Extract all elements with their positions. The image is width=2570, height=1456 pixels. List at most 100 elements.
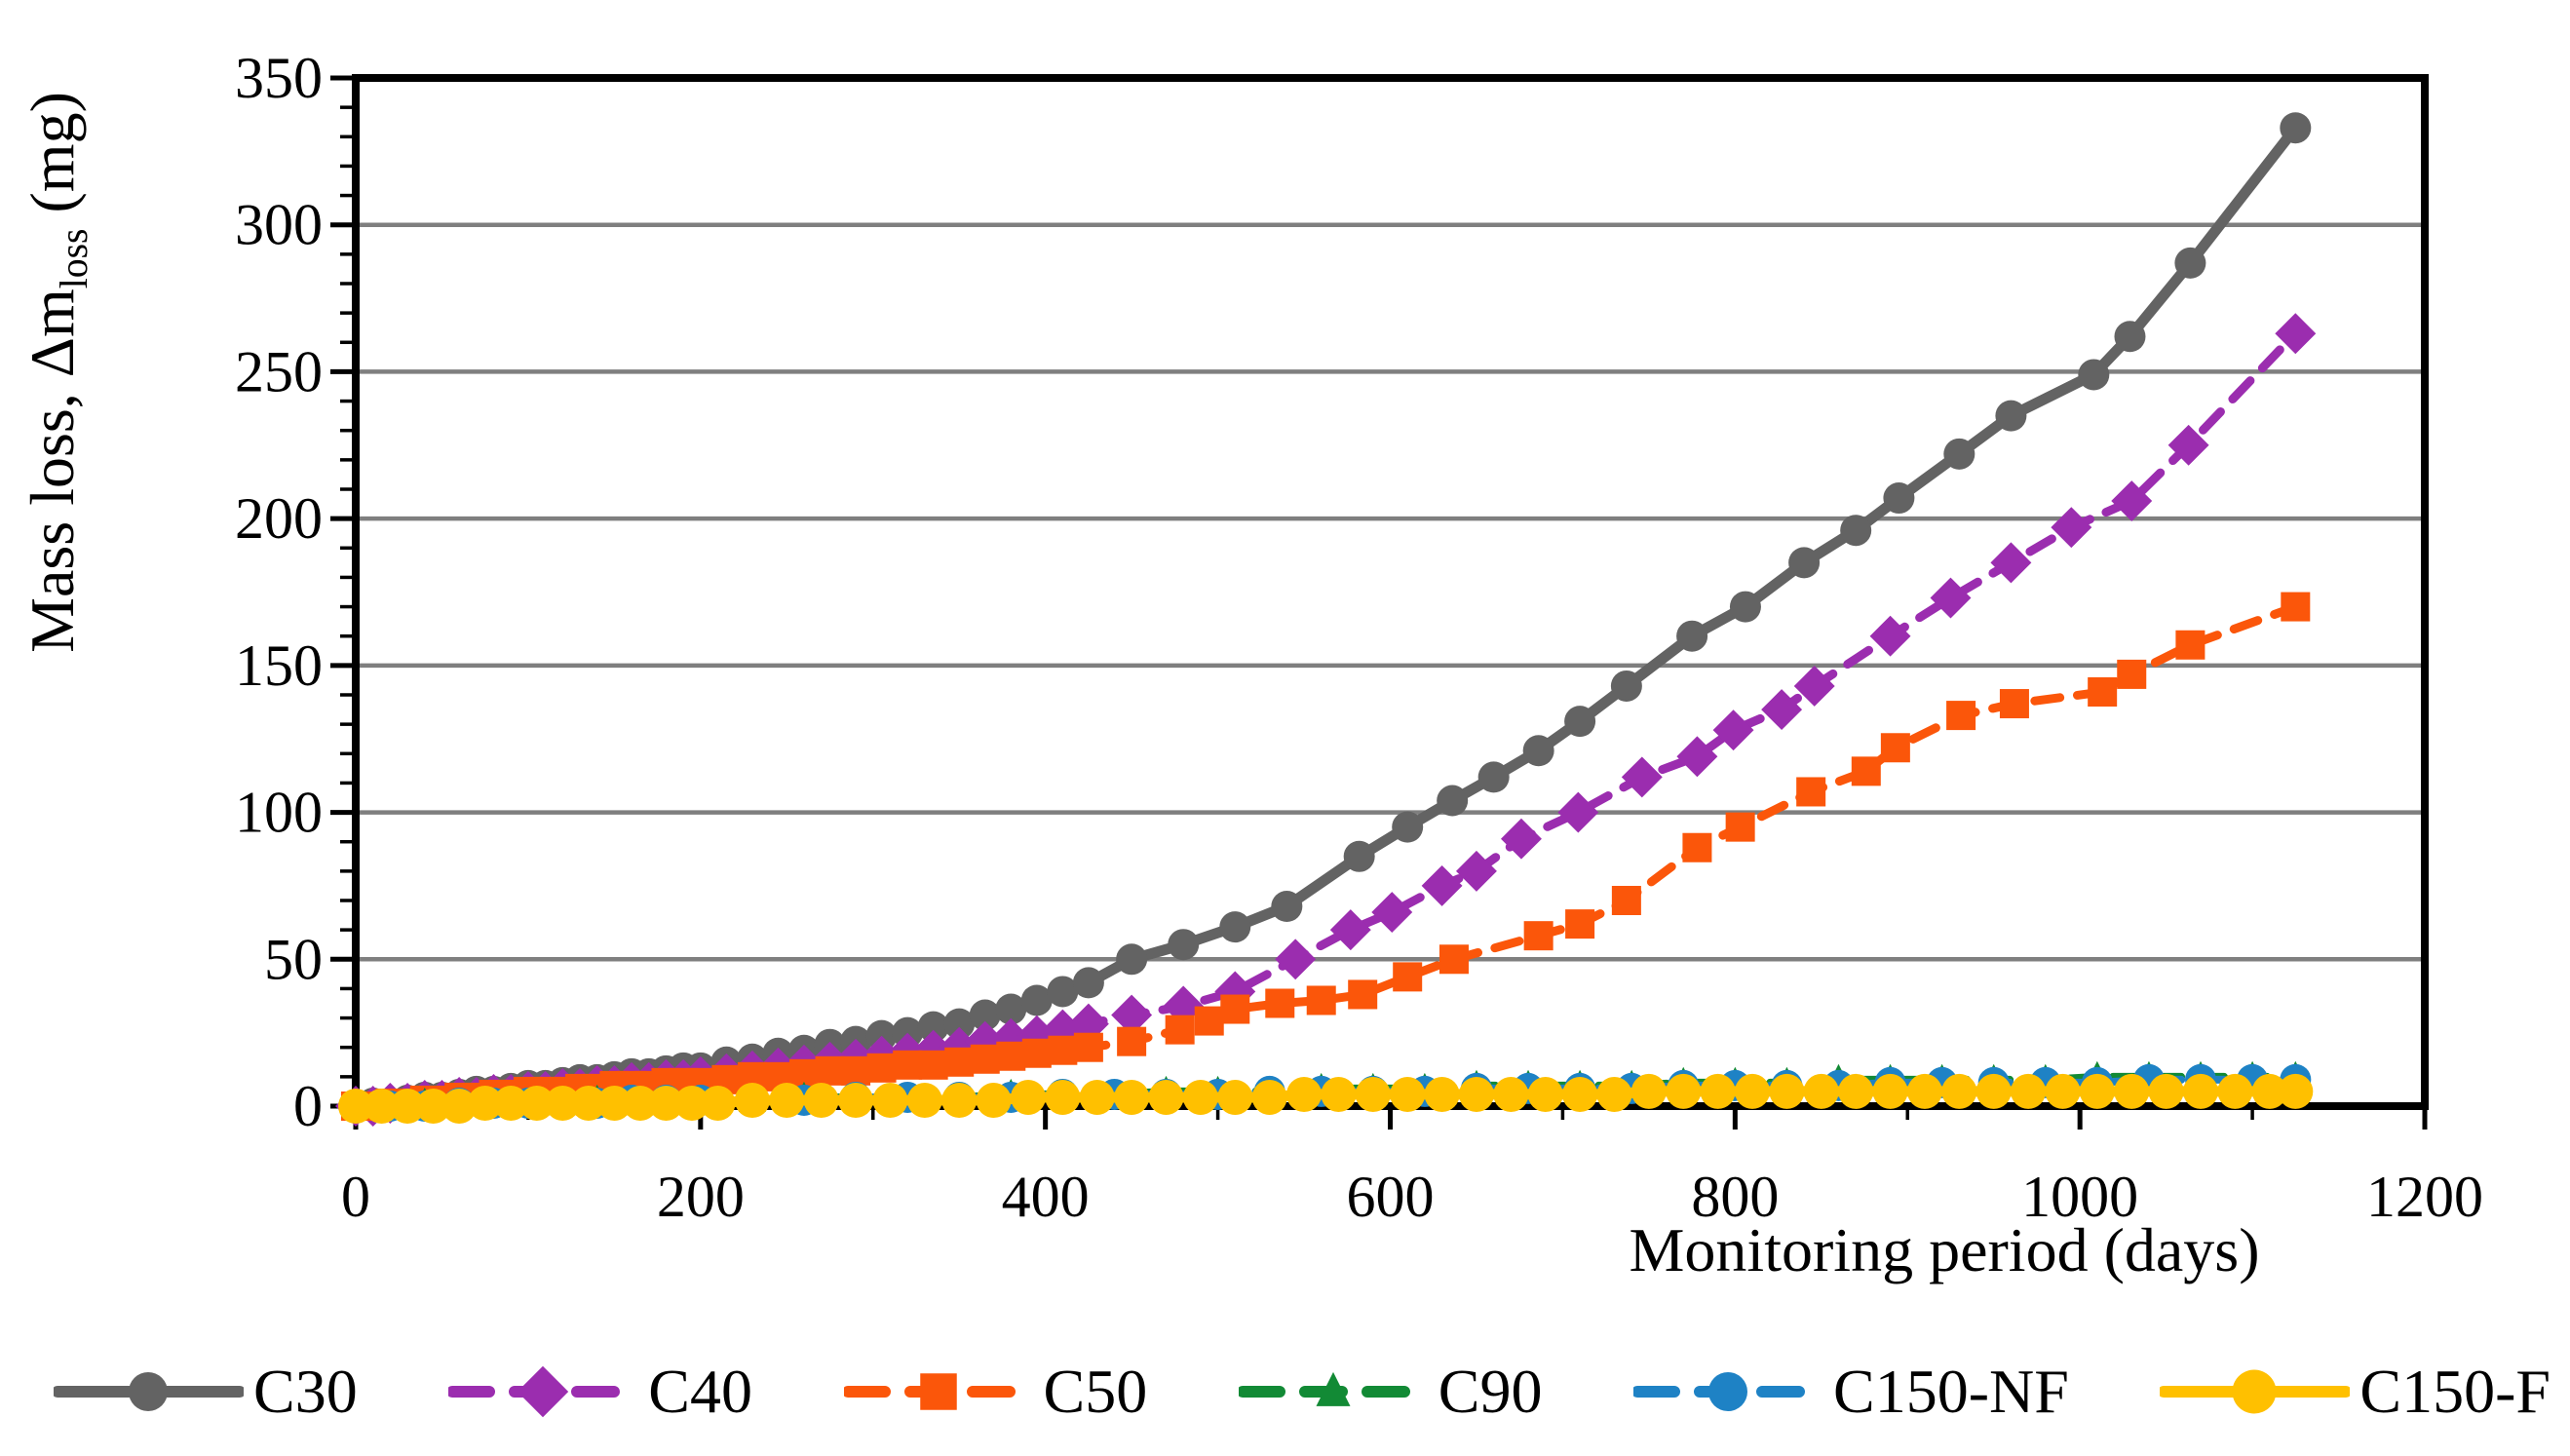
x-tick-label-600: 600 [1347, 1165, 1435, 1229]
x-tick-label-1000: 1000 [2021, 1165, 2138, 1229]
C30-marker-icon [969, 999, 1001, 1031]
C150-F-marker-icon [1838, 1073, 1874, 1109]
C30-marker-icon [1047, 976, 1079, 1008]
C30-marker-icon [1343, 840, 1375, 872]
C150-F-marker-icon [1803, 1073, 1839, 1109]
C40-marker-icon [1761, 689, 1803, 731]
C150-F-marker-icon [1148, 1079, 1184, 1115]
C50-marker-icon [1682, 832, 1712, 862]
x-tick-label-400: 400 [1002, 1165, 1090, 1229]
C150-F-marker-icon [1735, 1073, 1771, 1109]
C40-marker-icon [1793, 665, 1835, 707]
C40-marker-icon [1869, 615, 1911, 657]
C50-marker-icon [1348, 979, 1378, 1010]
C40-marker-icon [1421, 864, 1463, 906]
plot-border [352, 74, 2429, 1110]
C150-F-marker-icon [1045, 1079, 1081, 1115]
series-C30 [340, 112, 2312, 1122]
y-axis-title-text: Mass loss, Δm [18, 288, 88, 653]
C150-F-marker-icon [769, 1082, 805, 1118]
C150-F-marker-icon [648, 1085, 684, 1121]
legend-label-C40: C40 [648, 1357, 752, 1426]
C50-marker-icon [1265, 988, 1295, 1018]
C150-F-marker-icon [1906, 1073, 1942, 1109]
C150-F-marker-icon [1941, 1073, 1977, 1109]
y-axis-title-subscript: loss [52, 228, 96, 289]
C150-F-marker-icon [1321, 1076, 1357, 1112]
C150-F-marker-icon [1700, 1073, 1736, 1109]
C150-F-marker-icon [1286, 1076, 1323, 1112]
x-tick-label-1200: 1200 [2366, 1165, 2483, 1229]
C30-marker-icon [1995, 400, 2027, 432]
C150-F-marker-icon [2045, 1073, 2081, 1109]
C50-marker-icon [996, 1041, 1026, 1071]
C50-marker-icon [1194, 1006, 1224, 1036]
C150-F-marker-icon [2011, 1073, 2047, 1109]
C50-marker-icon [866, 1053, 897, 1083]
chart-legend: C30 C40 C50 C90 C150-NF C150-F [54, 1347, 2551, 1437]
C30-marker-icon [1168, 929, 1200, 961]
C50-marker-icon [1946, 701, 1976, 731]
C50-marker-icon [1999, 689, 2029, 719]
C50-marker-icon [1438, 944, 1469, 975]
C150-F-marker-icon [1630, 1073, 1667, 1109]
C30-marker-icon [1437, 785, 1469, 817]
C150-F-marker-icon [1010, 1079, 1046, 1115]
C30-marker-icon [1943, 438, 1975, 470]
C30-marker-icon [1564, 706, 1596, 738]
C30-marker-icon [1788, 547, 1821, 579]
C150-F-marker-icon [1217, 1079, 1253, 1115]
C50-marker-icon [970, 1044, 1000, 1074]
C50-marker-icon [1851, 756, 1881, 786]
x-tick-label-200: 200 [657, 1165, 745, 1229]
C150-F-marker-icon [673, 1085, 710, 1121]
C150-F-marker-icon [1114, 1079, 1150, 1115]
C150-F-marker-icon [803, 1082, 839, 1118]
C40-marker-icon [2275, 313, 2317, 355]
C150-F-marker-icon [1562, 1076, 1598, 1112]
C50-marker-icon [893, 1050, 923, 1080]
C150-F-marker-icon [1079, 1079, 1115, 1115]
legend-item-C150-NF: C150-NF [1633, 1356, 2069, 1428]
C150-F-marker-icon [1769, 1073, 1805, 1109]
C150-F-marker-icon [570, 1085, 606, 1121]
C40-marker-icon [1111, 994, 1153, 1036]
legend-label-C30: C30 [253, 1357, 358, 1426]
C40-marker-icon [1371, 892, 1413, 934]
C150-F-marker-icon [1355, 1076, 1391, 1112]
C150-F-marker-icon [838, 1082, 874, 1118]
C150-F-marker-icon [734, 1082, 770, 1118]
series-C50 [341, 592, 2311, 1121]
C150-F-marker-icon [441, 1089, 478, 1124]
C30-marker-icon [1271, 891, 1303, 923]
C150-F-marker-icon [493, 1085, 529, 1121]
x-axis-title: Monitoring period (days) [1629, 1215, 2260, 1284]
C30-marker-icon [1116, 943, 1148, 976]
C50-marker-icon [1565, 909, 1595, 939]
C50-marker-icon [1021, 1038, 1052, 1068]
legend-label-C150-NF: C150-NF [1833, 1357, 2069, 1426]
C40-marker-icon [1930, 577, 1972, 619]
C30-marker-icon [1020, 984, 1053, 1016]
y-axis-title-unit: (mg) [18, 92, 88, 229]
y-tick-label-0: 0 [293, 1074, 323, 1138]
C150-F-marker-icon [1390, 1076, 1426, 1112]
C50-marker-icon [1165, 1015, 1195, 1045]
C50-marker-icon [944, 1047, 975, 1077]
C150-F-marker-icon [941, 1082, 978, 1118]
C50-marker-icon [1796, 777, 1826, 807]
legend-marker-C40 [448, 1365, 639, 1418]
legend-marker-C150-NF [1633, 1372, 1823, 1411]
C30-marker-icon [943, 1008, 976, 1040]
C50-marker-icon [2117, 659, 2147, 689]
C50-marker-icon [1117, 1026, 1147, 1056]
C40-marker-icon [1455, 850, 1497, 892]
C40-marker-icon [1712, 709, 1754, 751]
C50-marker-icon [1393, 962, 1423, 992]
C50-marker-icon [2175, 630, 2206, 660]
C30-marker-icon [2280, 112, 2312, 144]
C90-marker-icon [1316, 1371, 1351, 1406]
legend-item-C30: C30 [54, 1356, 358, 1428]
y-axis-title: Mass loss, Δmloss (mg) [17, 92, 96, 653]
